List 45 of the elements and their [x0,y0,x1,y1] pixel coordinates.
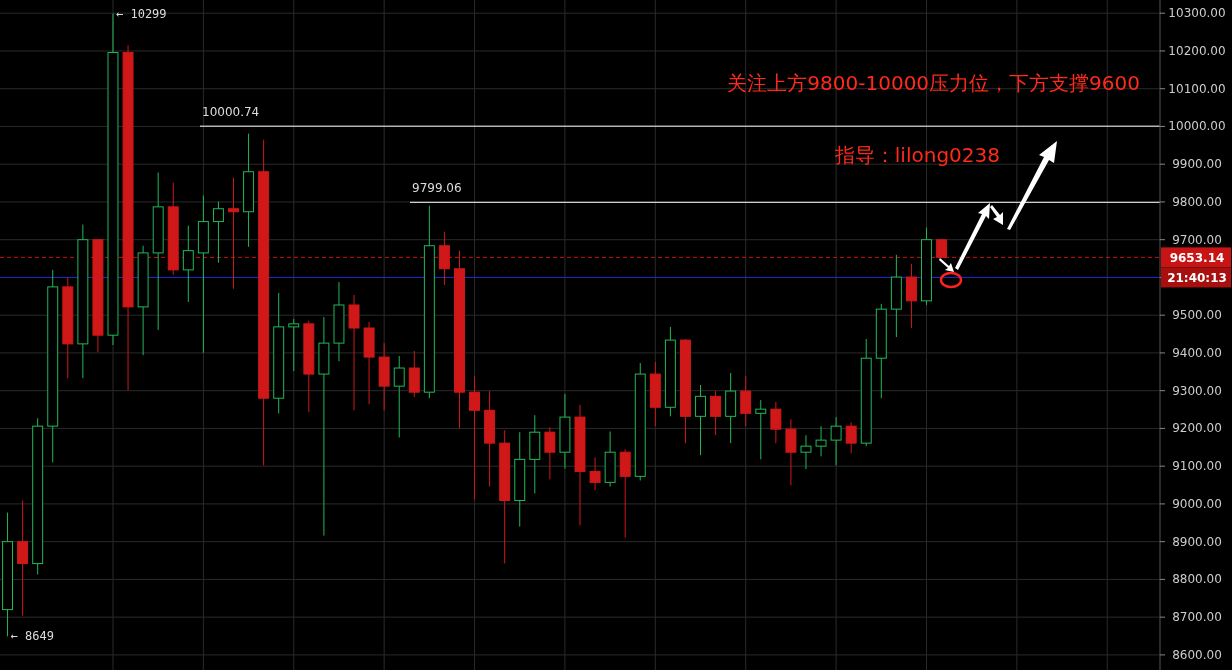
y-tick-label: 9700.00 [1172,232,1222,247]
y-tick-label: 9000.00 [1172,496,1222,511]
annotation: 关注上方9800-10000压力位，下方支撑9600 [727,71,1140,95]
candlestick [740,375,752,427]
y-tick-label: 8800.00 [1172,572,1222,587]
y-tick-label: 10100.00 [1168,81,1226,96]
y-tick-label: 9200.00 [1172,421,1222,436]
ref-line-label: 9653.14 [1169,251,1225,266]
y-tick-label: 9900.00 [1172,157,1222,172]
candlestick [288,318,300,372]
candlestick [695,384,706,456]
candlestick [785,418,797,486]
y-tick-label: 8700.00 [1172,610,1222,625]
candlestick [17,500,29,617]
y-tick-label: 9100.00 [1172,459,1222,474]
candlestick [830,416,842,466]
y-tick-label: 8600.00 [1172,647,1222,662]
candlestick [544,426,556,480]
candlestick [393,355,405,438]
candlestick [348,294,360,411]
annotation: ← 10299 [115,6,167,21]
y-tick-label: 10300.00 [1168,6,1226,21]
y-tick-label: 10200.00 [1168,43,1226,58]
candlestick [905,263,917,329]
candlestick [815,425,827,457]
candlestick [770,401,782,444]
y-tick-label: 8900.00 [1172,534,1222,549]
candlestick [845,421,857,454]
ref-line-label: 9799.06 [412,181,462,196]
candlestick [182,225,194,303]
candlestick [212,201,224,264]
candlestick [710,390,722,436]
text: 21:40:13 [1167,271,1227,286]
candlestick [755,399,767,460]
ref-line-label: 10000.74 [202,105,260,120]
y-tick-label: 10000.00 [1168,119,1226,134]
candlestick [469,375,481,500]
y-tick-label: 9500.00 [1172,308,1222,323]
candlestick [800,434,812,470]
annotation: ← 8649 [10,629,54,644]
candlestick [589,456,601,491]
y-tick-label: 9400.00 [1172,345,1222,360]
y-tick-label: 9800.00 [1172,194,1222,209]
y-tick-label: 9300.00 [1172,383,1222,398]
annotation: 指导：lilong0238 [833,143,1000,167]
